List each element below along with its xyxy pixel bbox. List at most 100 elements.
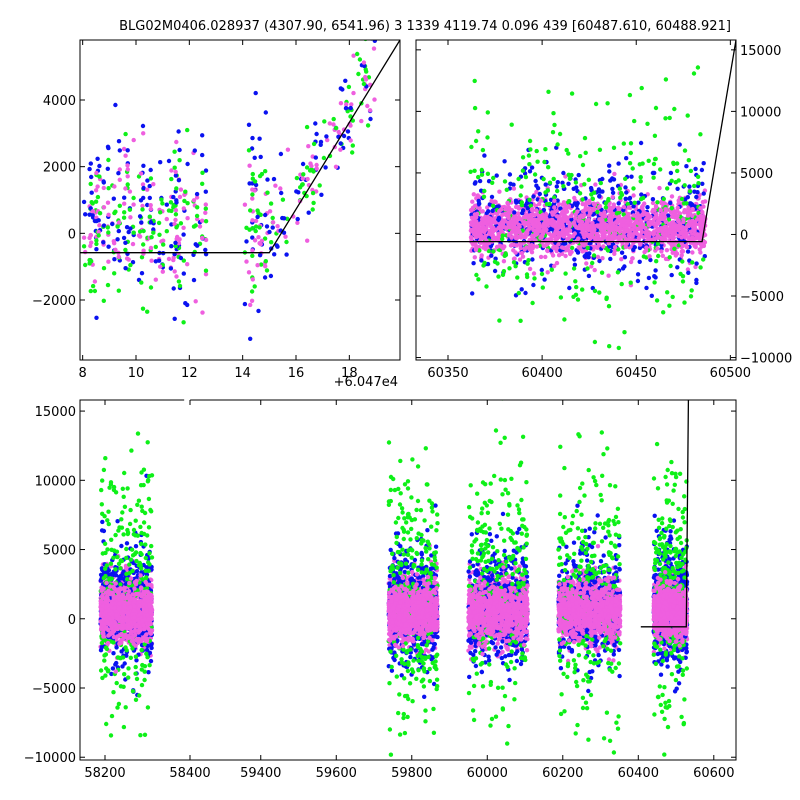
- data-point: [106, 157, 111, 163]
- data-point: [128, 215, 133, 220]
- data-point: [477, 178, 483, 184]
- data-point: [638, 179, 643, 184]
- data-point: [652, 133, 658, 138]
- data-point: [203, 247, 208, 253]
- data-point: [638, 175, 643, 180]
- data-point: [660, 253, 665, 258]
- data-point: [686, 206, 691, 211]
- data-point: [597, 204, 602, 210]
- data-point: [687, 184, 692, 189]
- data-point: [99, 487, 104, 493]
- data-point: [269, 240, 274, 245]
- data-point: [700, 209, 705, 215]
- data-point: [545, 270, 550, 275]
- data-point: [694, 261, 699, 266]
- data-point: [183, 189, 188, 194]
- data-point: [130, 689, 136, 694]
- data-point: [606, 304, 612, 309]
- data-point: [142, 510, 148, 516]
- data-point: [147, 183, 152, 189]
- data-point: [581, 243, 587, 248]
- data-point: [580, 287, 585, 292]
- data-point: [472, 105, 478, 111]
- data-point: [513, 230, 519, 235]
- data-point: [556, 201, 561, 207]
- data-point: [317, 183, 322, 188]
- data-point: [127, 570, 132, 576]
- data-point: [694, 232, 700, 237]
- data-point: [476, 198, 481, 204]
- data-point: [560, 180, 565, 185]
- data-point: [149, 645, 154, 651]
- data-point: [672, 209, 677, 214]
- data-point: [528, 147, 533, 152]
- data-point: [513, 198, 519, 203]
- data-point: [609, 234, 615, 239]
- data-point: [563, 246, 568, 251]
- data-point: [250, 135, 255, 141]
- data-point: [636, 200, 641, 205]
- data-point: [655, 200, 660, 205]
- data-point: [110, 221, 115, 227]
- data-point: [145, 655, 150, 660]
- data-point: [567, 285, 572, 291]
- data-point: [148, 206, 154, 212]
- data-point: [275, 244, 280, 249]
- data-point: [692, 189, 697, 194]
- data-point: [156, 258, 162, 263]
- data-point: [530, 221, 535, 227]
- data-point: [619, 281, 624, 287]
- data-point: [149, 509, 154, 514]
- data-point: [253, 228, 258, 234]
- data-point: [532, 172, 538, 177]
- data-point: [661, 217, 666, 222]
- data-point: [476, 277, 481, 282]
- data-point: [685, 249, 691, 254]
- data-point: [526, 217, 532, 222]
- data-point: [644, 216, 650, 221]
- data-point: [472, 181, 478, 186]
- data-point: [580, 162, 586, 168]
- data-point: [495, 261, 500, 266]
- data-point: [117, 203, 123, 208]
- data-point: [539, 267, 544, 273]
- data-point: [129, 448, 134, 453]
- data-point: [543, 182, 548, 187]
- data-point: [145, 202, 150, 208]
- data-point: [268, 201, 274, 206]
- data-point: [592, 267, 597, 273]
- data-point: [515, 275, 520, 280]
- data-point: [492, 199, 497, 204]
- data-point: [148, 285, 154, 290]
- data-point: [142, 677, 147, 683]
- x-tick-label: 8: [79, 366, 87, 381]
- data-point: [560, 209, 565, 214]
- data-point: [200, 218, 205, 223]
- data-point: [572, 231, 577, 236]
- data-point: [100, 551, 106, 556]
- model-line: [80, 40, 400, 254]
- data-point: [148, 658, 154, 664]
- data-point: [648, 257, 653, 263]
- data-point: [610, 190, 616, 195]
- data-point: [253, 224, 259, 229]
- data-point: [133, 671, 138, 676]
- data-point: [93, 188, 99, 193]
- data-point: [540, 224, 545, 229]
- data-point: [153, 277, 158, 282]
- data-point: [313, 155, 318, 160]
- data-point: [319, 192, 324, 197]
- data-point: [118, 566, 123, 571]
- data-point: [367, 108, 373, 113]
- data-point: [658, 167, 663, 172]
- data-point: [123, 186, 128, 191]
- data-point: [592, 190, 597, 195]
- panel-bottom: 58200 58400 59400 59600 59800 60000 60200 60400…: [24, 398, 737, 781]
- data-point: [523, 174, 529, 180]
- data-point: [368, 116, 373, 122]
- data-point: [695, 174, 701, 179]
- data-point: [105, 282, 111, 288]
- data-point: [103, 566, 108, 571]
- data-point: [665, 186, 670, 191]
- data-point: [490, 208, 495, 213]
